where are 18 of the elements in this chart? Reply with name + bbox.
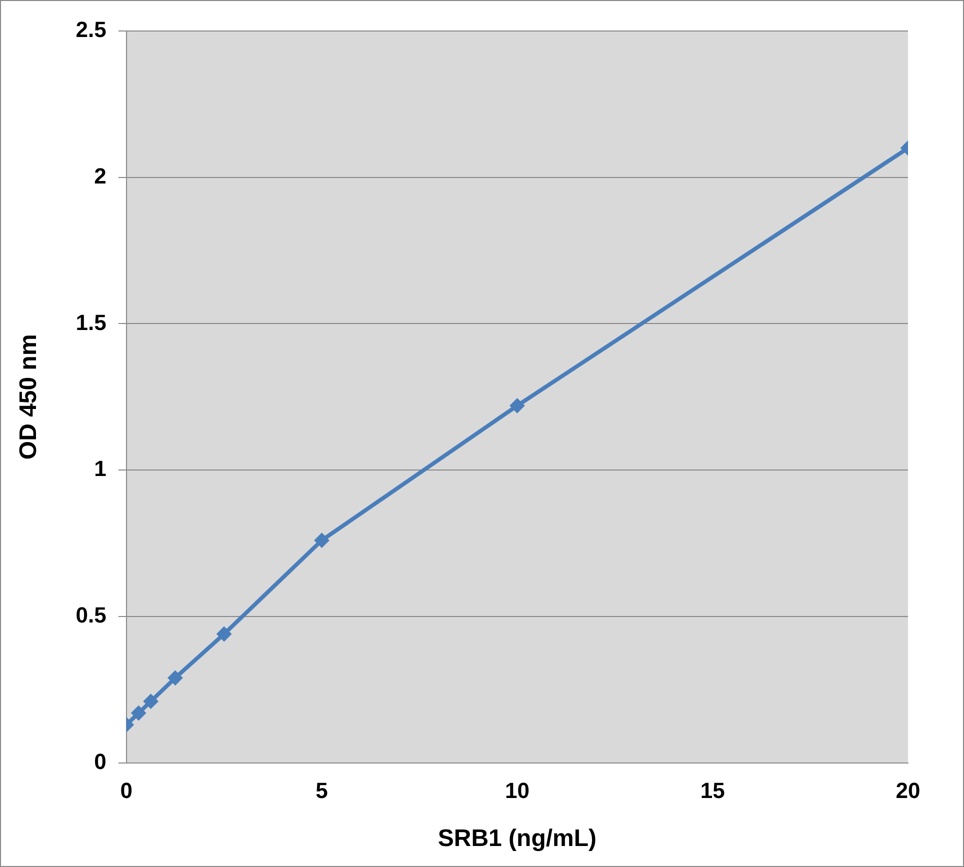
x-tick-label: 5 xyxy=(316,778,328,804)
y-axis-title: OD 450 nm xyxy=(15,334,42,460)
y-tick-label: 0 xyxy=(94,748,106,774)
x-tick-label: 15 xyxy=(700,778,725,804)
point xyxy=(131,706,146,721)
y-tick-label: 1.5 xyxy=(76,310,106,335)
x-tick-label: 0 xyxy=(120,778,133,804)
x-axis-title: SRB1 (ng/mL) xyxy=(438,825,597,852)
point xyxy=(143,694,158,709)
point xyxy=(168,670,183,686)
x-tick-label: 10 xyxy=(504,778,530,804)
y-tick-label: 2.5 xyxy=(76,17,106,42)
y-tick-label: 2 xyxy=(94,163,106,188)
y-tick-label: 1 xyxy=(94,456,106,482)
y-tick-label: 0.5 xyxy=(76,602,106,628)
point xyxy=(314,532,330,548)
x-tick-label: 20 xyxy=(896,778,920,804)
point xyxy=(216,626,232,642)
